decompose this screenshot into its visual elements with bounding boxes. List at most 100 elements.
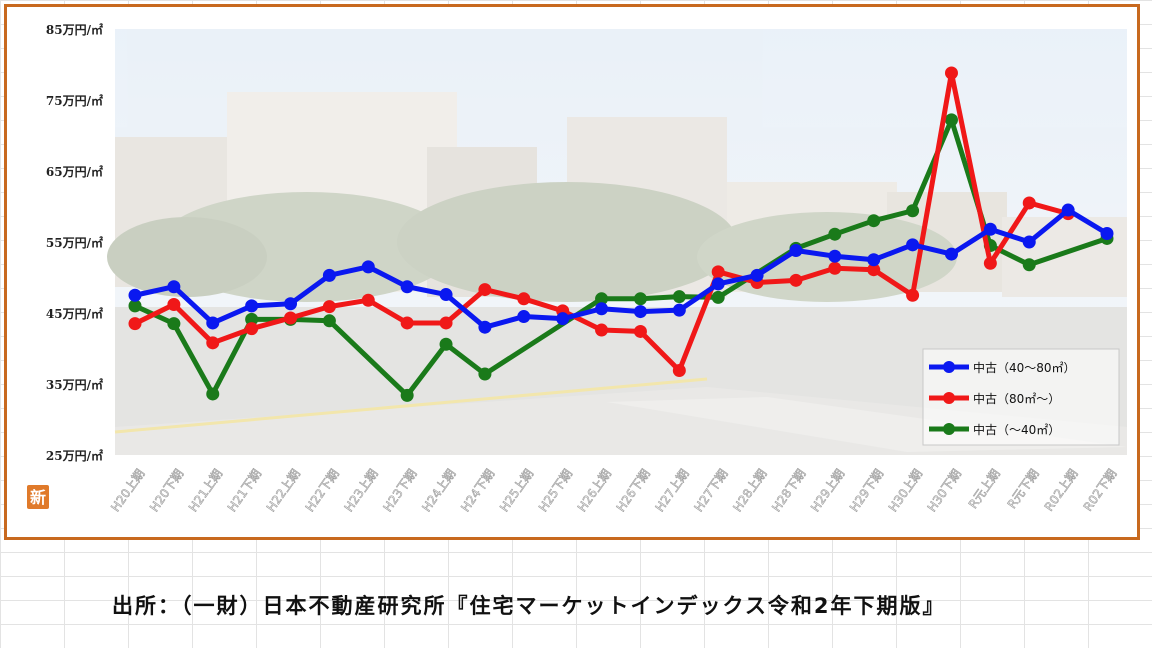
data-point — [439, 337, 453, 351]
x-tick-label: H28上期 — [730, 467, 769, 515]
data-point — [1022, 196, 1036, 210]
series-line — [132, 207, 1110, 330]
x-tick-label: R元上期 — [966, 467, 1003, 511]
y-tick-label: 55万円/㎡ — [46, 235, 103, 250]
x-tick-label: R02下期 — [1081, 467, 1120, 514]
data-point — [1022, 258, 1036, 272]
x-axis: H20上期 H20下期 H21上期 H21下期 H22上期 H22下期 H23上期 H23下期… — [108, 466, 1120, 515]
data-point — [983, 222, 997, 236]
data-point — [439, 288, 453, 302]
logo-badge: 新 — [27, 485, 49, 509]
x-tick-label: H28下期 — [769, 467, 808, 515]
data-point — [400, 316, 414, 330]
data-point — [867, 214, 881, 228]
y-axis: 25万円/㎡ 35万円/㎡ 45万円/㎡ 55万円/㎡ 65万円/㎡ 75万円/㎡ 85万円… — [46, 22, 103, 463]
data-point — [206, 336, 220, 350]
data-point — [633, 292, 647, 306]
data-point — [322, 300, 336, 314]
data-point — [828, 249, 842, 263]
data-point — [167, 280, 181, 294]
legend-label: 中古（～40㎡） — [973, 422, 1060, 437]
y-tick-label: 65万円/㎡ — [46, 164, 103, 179]
data-point — [672, 364, 686, 378]
x-tick-label: H21下期 — [225, 467, 264, 515]
data-point — [206, 387, 220, 401]
data-point — [595, 302, 609, 316]
legend: 中古（40～80㎡） 中古（80㎡～） 中古（～40㎡） — [922, 348, 1120, 446]
legend-swatch-marker — [943, 392, 955, 404]
chart-frame: 25万円/㎡ 35万円/㎡ 45万円/㎡ 55万円/㎡ 65万円/㎡ 75万円/㎡ 85万円… — [4, 4, 1140, 540]
x-tick-label: H30下期 — [925, 467, 964, 515]
data-point — [906, 238, 920, 252]
x-tick-label: H26下期 — [614, 467, 653, 515]
data-point — [983, 256, 997, 270]
data-point — [944, 66, 958, 80]
x-tick-label: H22下期 — [303, 467, 342, 515]
x-tick-label: H27下期 — [691, 467, 730, 515]
data-point — [595, 292, 609, 306]
data-point — [867, 263, 881, 277]
x-tick-label: R02上期 — [1042, 467, 1081, 514]
data-point — [1100, 226, 1114, 240]
data-point — [128, 299, 142, 313]
x-tick-label: H21上期 — [186, 467, 225, 515]
data-point — [478, 283, 492, 297]
x-tick-label: H25上期 — [497, 467, 536, 515]
data-point — [556, 312, 570, 326]
x-tick-label: H29下期 — [847, 467, 886, 515]
x-tick-label: H27上期 — [653, 467, 692, 515]
data-point — [322, 268, 336, 282]
data-point — [517, 292, 531, 306]
legend-swatch-marker — [943, 423, 955, 435]
x-tick-label: H26上期 — [575, 467, 614, 515]
x-tick-label: H20上期 — [108, 467, 147, 515]
data-point — [284, 311, 298, 325]
data-point — [361, 260, 375, 274]
data-point — [400, 388, 414, 402]
data-point — [672, 303, 686, 317]
series-1 — [128, 66, 1075, 378]
data-point — [284, 297, 298, 311]
data-point — [595, 323, 609, 337]
legend-swatch-marker — [943, 361, 955, 373]
data-point — [322, 314, 336, 328]
data-point — [128, 288, 142, 302]
x-tick-label: H23下期 — [380, 467, 419, 515]
x-tick-label: H22上期 — [264, 467, 303, 515]
data-point — [517, 310, 531, 324]
data-point — [245, 299, 259, 313]
x-tick-label: H25下期 — [536, 467, 575, 515]
data-point — [711, 265, 725, 279]
data-point — [789, 244, 803, 258]
series-layer — [128, 66, 1114, 402]
data-point — [672, 290, 686, 304]
data-point — [944, 113, 958, 127]
data-point — [128, 317, 142, 331]
data-point — [1061, 203, 1075, 217]
legend-label: 中古（40～80㎡） — [973, 360, 1076, 375]
data-point — [828, 261, 842, 275]
data-point — [867, 253, 881, 267]
data-point — [478, 320, 492, 334]
x-tick-label: H20下期 — [147, 467, 186, 515]
series-0 — [128, 203, 1114, 334]
logo-text: 新 — [30, 488, 46, 507]
x-tick-label: H30上期 — [886, 467, 925, 515]
legend-label: 中古（80㎡～） — [973, 391, 1060, 406]
y-tick-label: 45万円/㎡ — [46, 306, 103, 321]
source-note: 出所：（一財）日本不動産研究所『住宅マーケットインデックス令和2年下期版』 — [112, 594, 946, 618]
data-point — [478, 367, 492, 381]
data-point — [206, 316, 220, 330]
y-tick-label: 25万円/㎡ — [46, 448, 103, 463]
data-point — [245, 312, 259, 326]
x-tick-label: H29上期 — [808, 467, 847, 515]
data-point — [711, 290, 725, 304]
x-tick-label: H23上期 — [342, 467, 381, 515]
data-point — [361, 293, 375, 307]
y-tick-label: 85万円/㎡ — [46, 22, 103, 37]
data-point — [789, 273, 803, 287]
data-point — [439, 316, 453, 330]
data-point — [906, 204, 920, 218]
data-point — [828, 227, 842, 241]
data-point — [633, 324, 647, 338]
